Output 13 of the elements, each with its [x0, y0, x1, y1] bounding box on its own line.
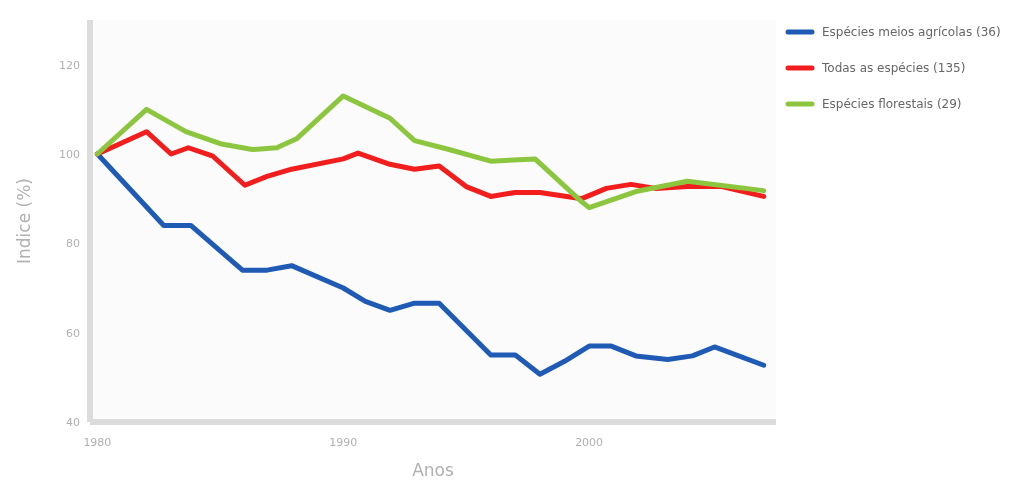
- x-tick-label: 1990: [329, 436, 358, 449]
- legend-label: Todas as espécies (135): [821, 61, 966, 76]
- x-axis-title: Anos: [412, 460, 454, 480]
- y-tick-label: 120: [59, 58, 80, 72]
- x-tick-label: 1980: [83, 436, 112, 449]
- y-axis-title: Indice (%): [14, 178, 34, 264]
- y-tick-label: 60: [66, 326, 80, 340]
- legend-label: Espécies florestais (29): [822, 97, 962, 112]
- y-tick-label: 100: [59, 147, 80, 161]
- y-tick-label: 40: [66, 415, 80, 429]
- legend-label: Espécies meios agrícolas (36): [822, 25, 1001, 40]
- x-tick-label: 2000: [575, 436, 604, 449]
- y-tick-label: 80: [66, 237, 80, 251]
